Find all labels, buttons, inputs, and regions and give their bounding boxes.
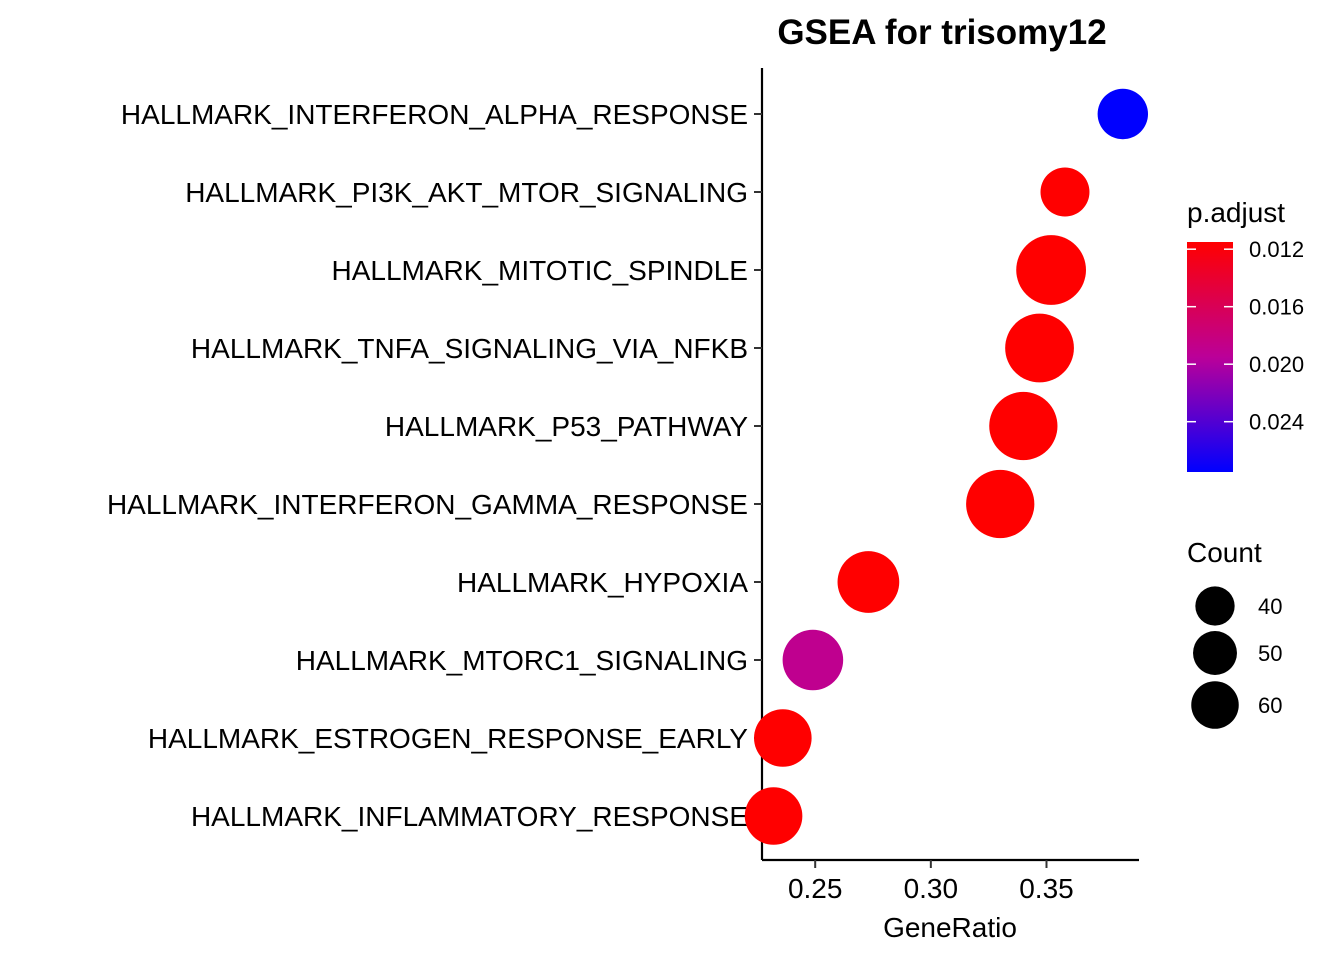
data-point: [744, 787, 803, 845]
x-tick-label: 0.30: [904, 873, 959, 904]
x-tick-label: 0.35: [1019, 873, 1074, 904]
size-legend-dot: [1195, 586, 1235, 626]
y-axis: HALLMARK_INTERFERON_ALPHA_RESPONSE HALLMA…: [107, 68, 764, 860]
size-legend-title: Count: [1187, 537, 1262, 568]
data-point: [1016, 235, 1086, 305]
y-tick-label: HALLMARK_TNFA_SIGNALING_VIA_NFKB: [191, 333, 748, 364]
data-point: [989, 391, 1058, 461]
data-point: [1005, 313, 1074, 383]
data-point: [1097, 88, 1149, 140]
y-tick-label: HALLMARK_ESTROGEN_RESPONSE_EARLY: [148, 723, 748, 754]
color-legend-label: 0.016: [1249, 295, 1304, 320]
x-axis: 0.25 0.30 0.35: [762, 858, 1139, 904]
size-legend-dot: [1193, 631, 1237, 675]
y-tick-label: HALLMARK_HYPOXIA: [457, 567, 748, 598]
x-tick-label: 0.25: [788, 873, 843, 904]
y-tick-label: HALLMARK_PI3K_AKT_MTOR_SIGNALING: [185, 177, 748, 208]
size-legend-label: 50: [1258, 641, 1282, 666]
y-tick-label: HALLMARK_INFLAMMATORY_RESPONSE: [191, 801, 748, 832]
x-axis-label: GeneRatio: [883, 912, 1017, 943]
y-tick-label: HALLMARK_P53_PATHWAY: [385, 411, 748, 442]
color-legend-bar: [1187, 242, 1233, 472]
data-point: [782, 629, 844, 691]
size-legend-label: 60: [1258, 693, 1282, 718]
color-legend-label: 0.024: [1249, 410, 1304, 435]
y-tick-label: HALLMARK_INTERFERON_GAMMA_RESPONSE: [107, 489, 748, 520]
chart-title: GSEA for trisomy12: [777, 13, 1106, 52]
size-legend: Count 40 50 60: [1187, 537, 1282, 729]
data-point: [837, 551, 900, 613]
data-point: [1040, 167, 1090, 217]
color-legend-label: 0.020: [1249, 352, 1304, 377]
size-legend-dot: [1191, 681, 1239, 729]
color-legend-title: p.adjust: [1187, 197, 1285, 228]
y-tick-label: HALLMARK_INTERFERON_ALPHA_RESPONSE: [121, 99, 748, 130]
data-point: [754, 709, 812, 767]
y-tick-label: HALLMARK_MITOTIC_SPINDLE: [332, 255, 749, 286]
color-legend: p.adjust 0.012 0.016 0.020 0.024: [1187, 197, 1304, 472]
size-legend-label: 40: [1258, 594, 1282, 619]
data-point: [966, 469, 1035, 539]
color-legend-label: 0.012: [1249, 237, 1304, 262]
y-tick-label: HALLMARK_MTORC1_SIGNALING: [296, 645, 748, 676]
data-points: [744, 88, 1149, 845]
